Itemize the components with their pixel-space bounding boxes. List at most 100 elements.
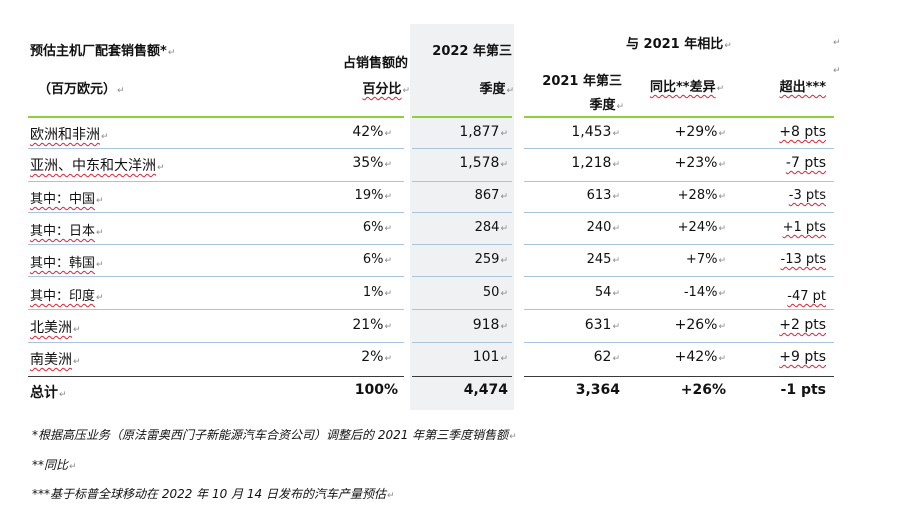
row-rule — [524, 212, 834, 213]
outperformance-header: 超出*** — [779, 80, 826, 95]
table-cell-out: +2 pts — [779, 317, 826, 333]
table-cell-share: 21%↵ — [352, 317, 392, 333]
table-cell-q2022: 1,877↵ — [459, 124, 508, 140]
table-cell-out: -13 pts — [780, 252, 827, 267]
total-q2021: 3,364 — [575, 382, 620, 398]
table-cell-yoy: +26%↵ — [674, 317, 726, 333]
table-cell-out: -3 pts — [788, 188, 826, 203]
table-row-region: 其中：中国↵ — [30, 192, 104, 207]
share-header-line1: 占销售额的 — [342, 56, 408, 71]
q2022-header-line1: 2022 年第三 — [432, 44, 512, 59]
table-row-region: 南美洲↵ — [30, 352, 81, 368]
region-unit: （百万欧元）↵ — [38, 82, 125, 97]
region-label: 其中：韩国 — [30, 256, 96, 271]
total-rule — [28, 376, 404, 377]
q2021-header-line1: 2021 年第三 — [542, 74, 622, 89]
footnote-2: **同比↵ — [32, 458, 77, 472]
yoy-header: 同比**差异↵ — [650, 80, 725, 95]
table-cell-q2022: 284↵ — [474, 220, 508, 235]
table-cell-q2022: 867↵ — [474, 188, 508, 203]
table-cell-share: 6%↵ — [362, 220, 392, 235]
row-rule — [524, 276, 834, 277]
table-cell-out: +8 pts — [779, 124, 826, 140]
q2021-header-line2: 季度↵ — [589, 98, 624, 113]
table-cell-q2021: 240↵ — [586, 220, 620, 235]
row-rule — [412, 342, 512, 343]
table-row-region: 其中：印度↵ — [30, 289, 104, 304]
table-cell-share: 1%↵ — [362, 285, 392, 300]
region-title: 预估主机厂配套销售额*↵ — [30, 44, 176, 59]
table-row-region: 亚洲、中东和大洋洲↵ — [30, 158, 165, 174]
table-cell-q2021: 1,218↵ — [571, 155, 620, 171]
compare-header: 与 2021 年相比↵ — [626, 37, 732, 52]
row-rule — [28, 276, 404, 277]
share-header-line2: 百分比↵ — [362, 82, 410, 97]
table-cell-share: 42%↵ — [352, 124, 392, 140]
table-cell-q2022: 259↵ — [474, 252, 508, 267]
total-share: 100% — [354, 382, 398, 398]
row-rule — [412, 148, 512, 149]
header-rule — [28, 116, 404, 118]
table-cell-q2021: 613↵ — [586, 188, 620, 203]
table-cell-yoy: +29%↵ — [674, 124, 726, 140]
footnote-3: ***基于标普全球移动在 2022 年 10 月 14 日发布的汽车产量预估↵ — [32, 487, 395, 501]
region-label: 亚洲、中东和大洋洲 — [30, 158, 156, 174]
region-label: 南美洲 — [30, 352, 72, 368]
total-rule — [524, 376, 834, 377]
row-rule — [524, 148, 834, 149]
header-rule — [524, 116, 834, 118]
total-outperformance: -1 pts — [780, 382, 826, 398]
table-cell-yoy: +7%↵ — [685, 252, 726, 267]
row-rule — [524, 181, 834, 182]
region-label: 欧洲和非洲 — [30, 127, 100, 143]
table-cell-share: 35%↵ — [352, 155, 392, 171]
highlight-column-2022 — [410, 24, 514, 410]
table-cell-share: 6%↵ — [362, 252, 392, 267]
table-row-region: 欧洲和非洲↵ — [30, 127, 109, 143]
table-cell-share: 2%↵ — [361, 349, 392, 365]
region-label: 其中：中国 — [30, 192, 96, 207]
table-cell-out: -47 pt — [787, 289, 826, 304]
paragraph-mark: ↵ — [833, 38, 841, 48]
row-rule — [28, 309, 404, 310]
table-cell-yoy: +28%↵ — [677, 188, 726, 203]
region-label: 其中：印度 — [30, 289, 96, 304]
row-rule — [28, 342, 404, 343]
row-rule — [412, 244, 512, 245]
row-rule — [412, 212, 512, 213]
table-cell-out: +9 pts — [779, 349, 826, 365]
table-row-region: 其中：韩国↵ — [30, 256, 104, 271]
table-cell-q2021: 1,453↵ — [571, 124, 620, 140]
table-cell-q2021: 631↵ — [584, 317, 620, 333]
footnote-1: *根据高压业务（原法雷奥西门子新能源汽车合资公司）调整后的 2021 年第三季度… — [32, 428, 517, 442]
table-cell-q2022: 1,578↵ — [459, 155, 508, 171]
table-row-region: 北美洲↵ — [30, 320, 81, 336]
row-rule — [524, 342, 834, 343]
row-rule — [524, 309, 834, 310]
q2022-header-line2: 季度↵ — [479, 82, 514, 97]
total-label: 总计↵ — [30, 385, 67, 401]
table-cell-q2022: 101↵ — [472, 349, 508, 365]
total-rule — [412, 376, 512, 377]
table-cell-q2021: 245↵ — [586, 252, 620, 267]
row-rule — [28, 212, 404, 213]
table-cell-yoy: +23%↵ — [674, 155, 726, 171]
region-label: 北美洲 — [30, 320, 72, 336]
row-rule — [28, 244, 404, 245]
table-cell-q2022: 918↵ — [472, 317, 508, 333]
table-cell-share: 19%↵ — [354, 188, 392, 203]
table-cell-yoy: -14%↵ — [683, 285, 726, 300]
table-cell-out: +1 pts — [782, 220, 826, 235]
table-cell-yoy: +24%↵ — [677, 220, 726, 235]
paragraph-mark: ↵ — [833, 66, 841, 76]
table-cell-out: -7 pts — [785, 155, 826, 171]
table-cell-q2022: 50↵ — [482, 285, 508, 300]
total-yoy: +26% — [680, 382, 726, 398]
row-rule — [524, 244, 834, 245]
row-rule — [412, 276, 512, 277]
table-cell-q2021: 62↵ — [593, 349, 620, 365]
table-row-region: 其中：日本↵ — [30, 224, 104, 239]
row-rule — [412, 181, 512, 182]
total-q2022: 4,474 — [463, 382, 508, 398]
row-rule — [28, 181, 404, 182]
